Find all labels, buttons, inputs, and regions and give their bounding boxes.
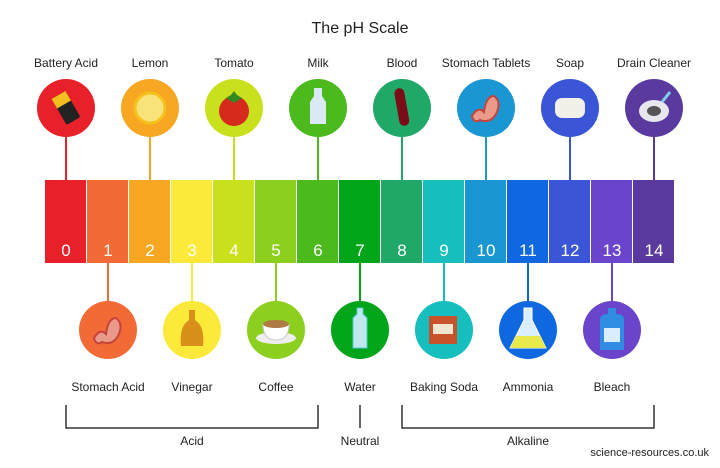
bracket xyxy=(401,405,655,429)
item-label: Stomach Tablets xyxy=(442,56,531,70)
stomach-icon xyxy=(470,94,500,123)
battery-icon xyxy=(51,91,71,109)
ph-value-label: 3 xyxy=(187,241,196,260)
ph-value-label: 5 xyxy=(271,241,280,260)
item-coffee: Coffee xyxy=(247,263,305,394)
coffee-cup-icon xyxy=(262,323,290,341)
ph-value-label: 9 xyxy=(439,241,448,260)
item-battery-acid: Battery Acid xyxy=(34,56,98,180)
ph-value-label: 1 xyxy=(103,241,112,260)
item-label: Drain Cleaner xyxy=(617,56,691,70)
item-stomach-tablets: Stomach Tablets xyxy=(442,56,531,180)
item-water: Water xyxy=(331,263,389,394)
ph-value-label: 2 xyxy=(145,241,154,260)
ph-value-label: 4 xyxy=(229,241,238,260)
item-label: Soap xyxy=(556,56,584,70)
ph-segment-13 xyxy=(591,180,632,263)
ph-segment-14 xyxy=(633,180,674,263)
item-vinegar: Vinegar xyxy=(163,263,221,394)
item-label: Water xyxy=(344,380,376,394)
item-blood: Blood xyxy=(373,56,431,180)
group-acid: Acid xyxy=(65,405,319,448)
blood-tube-icon xyxy=(394,88,410,126)
ph-segment-9 xyxy=(423,180,464,263)
stomach-icon xyxy=(92,316,122,345)
item-bleach: Bleach xyxy=(583,263,641,394)
item-milk: Milk xyxy=(289,56,347,180)
bleach-bottle-icon xyxy=(604,328,620,342)
bracket xyxy=(65,405,319,429)
water-bottle-icon xyxy=(352,307,368,349)
item-label: Coffee xyxy=(258,380,293,394)
page-title: The pH Scale xyxy=(312,20,409,37)
item-lemon: Lemon xyxy=(121,56,179,180)
group-label: Alkaline xyxy=(507,434,549,448)
item-label: Vinegar xyxy=(171,380,212,394)
item-stomach-acid: Stomach Acid xyxy=(71,263,145,394)
item-label: Lemon xyxy=(132,56,169,70)
ph-value-label: 10 xyxy=(477,241,496,260)
ph-segment-8 xyxy=(381,180,422,263)
ph-segment-2 xyxy=(129,180,170,263)
item-label: Bleach xyxy=(594,380,631,394)
group-label: Acid xyxy=(180,434,203,448)
item-label: Battery Acid xyxy=(34,56,98,70)
item-label: Ammonia xyxy=(503,380,554,394)
coffee-cup-icon xyxy=(263,320,289,328)
item-tomato: Tomato xyxy=(205,56,263,180)
milk-bottle-icon xyxy=(310,88,326,124)
ph-value-label: 11 xyxy=(519,241,537,260)
tomato-icon xyxy=(226,91,242,103)
item-label: Milk xyxy=(307,56,329,70)
group-label: Neutral xyxy=(341,434,380,448)
ph-value-label: 0 xyxy=(61,241,70,260)
ph-segment-1 xyxy=(87,180,128,263)
ph-segment-5 xyxy=(255,180,296,263)
item-label: Baking Soda xyxy=(410,380,478,394)
tomato-icon xyxy=(219,96,249,126)
ph-value-label: 8 xyxy=(397,241,406,260)
ph-segment-4 xyxy=(213,180,254,263)
ph-segment-10 xyxy=(465,180,506,263)
item-ammonia: Ammonia xyxy=(499,263,557,394)
group-alkaline: Alkaline xyxy=(401,405,655,448)
ph-value-label: 6 xyxy=(313,241,322,260)
ph-value-label: 14 xyxy=(645,241,664,260)
flask-icon xyxy=(510,336,546,348)
ph-segment-12 xyxy=(549,180,590,263)
soap-icon xyxy=(555,98,585,118)
item-label: Stomach Acid xyxy=(71,380,144,394)
credit-text: science-resources.co.uk xyxy=(590,447,709,459)
drain-icon xyxy=(660,91,672,103)
drain-icon xyxy=(647,106,661,116)
lemon-icon xyxy=(133,91,167,125)
ph-value-label: 7 xyxy=(355,241,364,260)
baking-soda-box-icon xyxy=(433,324,453,334)
ph-segment-6 xyxy=(297,180,338,263)
ph-segment-0 xyxy=(45,180,86,263)
ph-value-label: 12 xyxy=(561,241,580,260)
item-label: Tomato xyxy=(214,56,254,70)
ph-segment-7 xyxy=(339,180,380,263)
ph-segment-11 xyxy=(507,180,548,263)
group-neutral: Neutral xyxy=(341,405,380,448)
vinegar-bottle-icon xyxy=(180,310,204,346)
item-baking-soda: Baking Soda xyxy=(410,263,478,394)
item-drain-cleaner: Drain Cleaner xyxy=(617,56,691,180)
item-label: Blood xyxy=(387,56,418,70)
ph-value-label: 13 xyxy=(603,241,622,260)
ph-segment-3 xyxy=(171,180,212,263)
item-soap: Soap xyxy=(541,56,599,180)
